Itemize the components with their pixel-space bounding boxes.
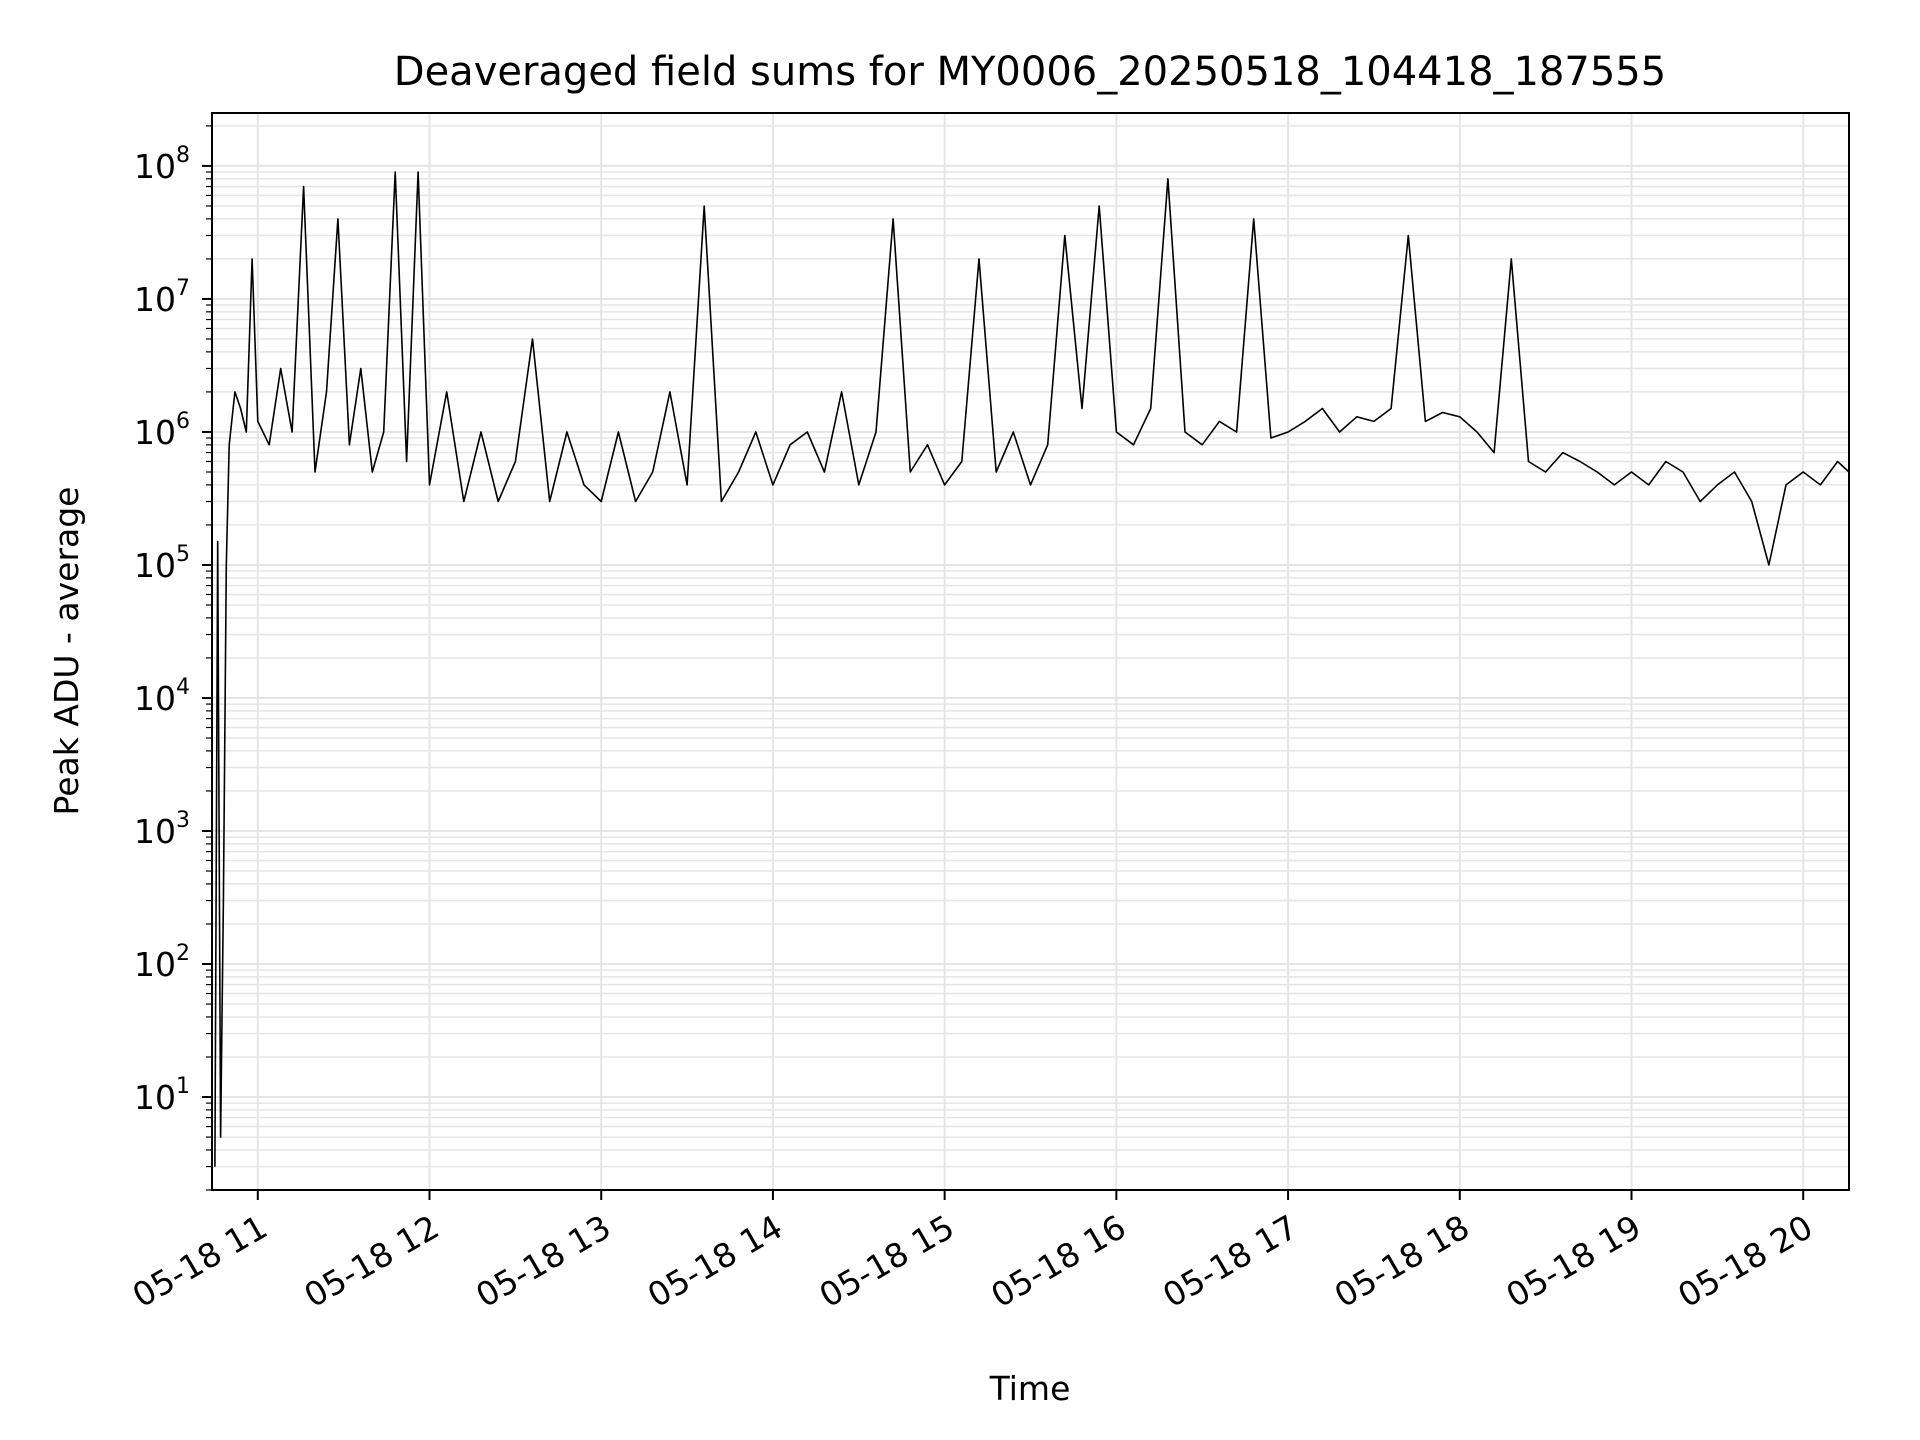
y-tick-label: 104 — [134, 675, 190, 718]
x-tick-label: 05-18 11 — [126, 1207, 274, 1315]
y-tick-label: 106 — [134, 409, 190, 452]
x-tick-label: 05-18 19 — [1500, 1207, 1648, 1315]
x-axis-label: Time — [989, 1369, 1071, 1408]
x-tick-label: 05-18 20 — [1671, 1207, 1819, 1315]
grid-layer — [212, 113, 1849, 1191]
y-tick-label: 107 — [134, 276, 190, 319]
y-tick-label: 108 — [134, 143, 190, 186]
series-layer — [214, 171, 1850, 1167]
x-tick-label: 05-18 12 — [298, 1207, 446, 1315]
x-tick-label: 05-18 18 — [1328, 1207, 1476, 1315]
y-tick-label: 102 — [134, 941, 190, 984]
y-tick-label: 103 — [134, 808, 190, 851]
plot-frame — [211, 112, 1850, 1191]
series-line-0 — [214, 171, 1850, 1167]
x-tick-label: 05-18 16 — [984, 1207, 1132, 1315]
x-tick-label: 05-18 13 — [469, 1207, 617, 1315]
chart-title: Deaveraged field sums for MY0006_2025051… — [394, 49, 1666, 95]
x-tick-label: 05-18 17 — [1156, 1207, 1304, 1315]
y-axis-ticks: 101 102 103 104 105 106 107 108 — [134, 125, 212, 1191]
y-tick-label: 105 — [134, 542, 190, 585]
y-axis-label: Peak ADU - average — [47, 487, 86, 816]
x-tick-label: 05-18 15 — [813, 1207, 961, 1315]
x-tick-label: 05-18 14 — [641, 1207, 789, 1315]
x-axis-ticks: 05-18 11 05-18 12 05-18 13 05-18 14 05-18 15… — [126, 1190, 1819, 1315]
y-tick-label: 101 — [134, 1074, 190, 1117]
